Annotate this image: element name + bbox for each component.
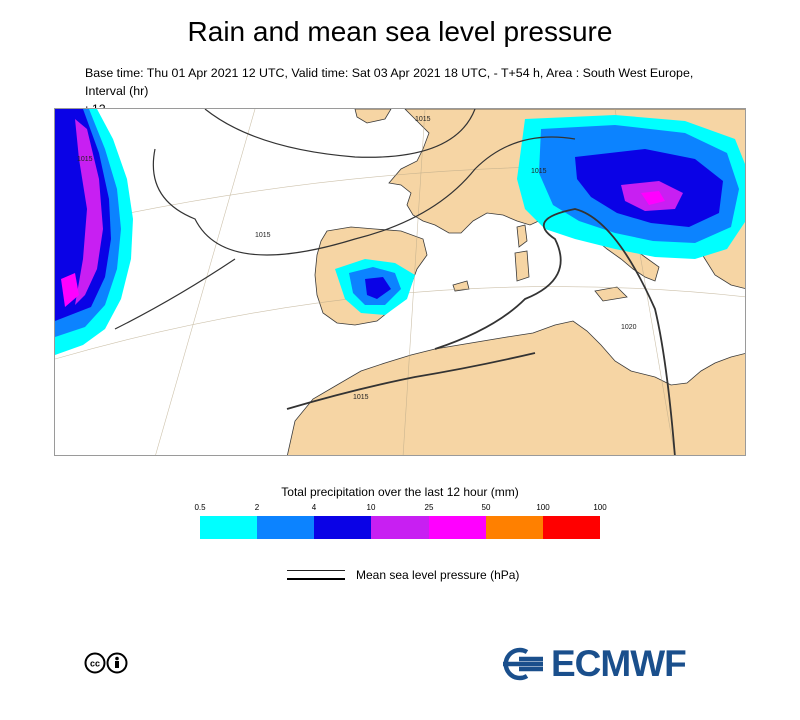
ecmwf-logo-icon [503,647,543,681]
mslp-legend: Mean sea level pressure (hPa) [287,568,587,584]
scale-swatch [428,516,486,539]
contour-label-2: 1015 [255,232,271,239]
scale-swatch [314,516,372,539]
precip-color-scale [200,516,600,539]
ecmwf-logo-text: ECMWF [551,643,687,684]
scale-swatch [371,516,429,539]
scale-swatch [200,516,258,539]
scale-tick-6: 100 [536,503,550,512]
cc-by-icon: cc [84,652,130,674]
mslp-line-thick [287,578,345,580]
map-svg: 1015 1015 1015 1015 1020 1015 [55,109,745,455]
mslp-label: Mean sea level pressure (hPa) [356,568,520,582]
contour-label-3: 1015 [531,168,547,175]
land-north-africa [287,320,745,455]
land-sicily [594,286,628,302]
land-sardinia [514,250,530,282]
precip-legend-title: Total precipitation over the last 12 hou… [281,485,519,499]
ecmwf-logo: ECMWF [497,644,717,684]
scale-swatch [257,516,315,539]
precip-iberia [335,259,415,315]
contour-label-1: 1015 [77,156,93,163]
contour-labels: 1015 1015 1015 1015 1020 1015 [77,116,637,401]
precip-central [517,115,745,259]
scale-tick-0: 0.5 [194,503,206,512]
contour-label-4: 1015 [353,394,369,401]
land-britain [354,109,392,124]
precip-atlantic [55,109,133,355]
contour-label-6: 1015 [415,116,431,123]
contour-label-5: 1020 [621,324,637,331]
mslp-line-thin [287,570,345,571]
land-corsica [516,224,528,248]
scale-tick-1: 2 [254,503,260,512]
isobars [114,109,676,455]
scale-tick-7: 100 [593,503,607,512]
weather-map: 1015 1015 1015 1015 1020 1015 [54,108,746,456]
scale-tick-5: 50 [481,503,491,512]
scale-tick-4: 25 [424,503,434,512]
scale-swatch [542,516,600,539]
scale-tick-3: 10 [366,503,376,512]
scale-tick-2: 4 [311,503,317,512]
svg-text:cc: cc [90,659,100,669]
scale-swatch [485,516,543,539]
subtitle-line-1: Base time: Thu 01 Apr 2021 12 UTC, Valid… [85,66,694,98]
page-title: Rain and mean sea level pressure [187,16,613,47]
